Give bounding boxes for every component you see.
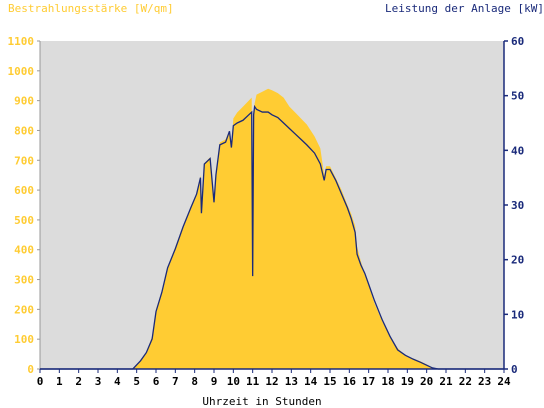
x-tick-label: 22 xyxy=(459,375,472,388)
x-tick-label: 18 xyxy=(381,375,394,388)
x-tick-label: 13 xyxy=(285,375,298,388)
x-tick-label: 23 xyxy=(478,375,491,388)
right-tick-label: 10 xyxy=(511,308,524,321)
x-tick-label: 14 xyxy=(304,375,318,388)
x-tick-label: 0 xyxy=(37,375,44,388)
x-tick-label: 2 xyxy=(75,375,82,388)
x-tick-label: 4 xyxy=(114,375,121,388)
right-tick-label: 60 xyxy=(511,35,524,48)
right-tick-label: 20 xyxy=(511,254,524,267)
irradiance-area xyxy=(40,88,504,370)
left-tick-label: 600 xyxy=(14,184,34,197)
right-tick-label: 40 xyxy=(511,144,524,157)
x-tick-label: 5 xyxy=(133,375,140,388)
left-tick-label: 100 xyxy=(14,333,34,346)
x-tick-label: 20 xyxy=(420,375,433,388)
axes-layer: 0100200300400500600700800900100011000102… xyxy=(8,35,525,388)
x-tick-label: 15 xyxy=(323,375,336,388)
left-tick-label: 0 xyxy=(27,363,34,376)
x-tick-label: 6 xyxy=(153,375,160,388)
left-tick-label: 500 xyxy=(14,214,34,227)
right-tick-label: 30 xyxy=(511,199,524,212)
x-tick-label: 7 xyxy=(172,375,179,388)
x-tick-label: 10 xyxy=(227,375,240,388)
left-tick-label: 200 xyxy=(14,303,34,316)
left-tick-label: 1000 xyxy=(8,65,35,78)
x-tick-label: 21 xyxy=(439,375,453,388)
x-tick-label: 17 xyxy=(362,375,375,388)
x-tick-label: 16 xyxy=(343,375,357,388)
left-axis-title: Bestrahlungsstärke [W/qm] xyxy=(8,2,174,15)
right-tick-label: 0 xyxy=(511,363,518,376)
x-tick-label: 1 xyxy=(56,375,63,388)
left-tick-label: 700 xyxy=(14,154,34,167)
x-tick-label: 19 xyxy=(401,375,414,388)
x-tick-label: 11 xyxy=(246,375,260,388)
left-tick-label: 400 xyxy=(14,244,34,257)
left-tick-label: 800 xyxy=(14,124,34,137)
right-tick-label: 50 xyxy=(511,90,524,103)
x-tick-label: 3 xyxy=(95,375,102,388)
left-tick-label: 300 xyxy=(14,274,34,287)
right-axis-title: Leistung der Anlage [kW] xyxy=(385,2,544,15)
left-tick-label: 1100 xyxy=(8,35,35,48)
series-layer xyxy=(40,88,504,370)
x-tick-label: 24 xyxy=(497,375,511,388)
left-tick-label: 900 xyxy=(14,95,34,108)
x-tick-label: 12 xyxy=(265,375,278,388)
power-line xyxy=(40,104,504,370)
x-tick-label: 8 xyxy=(191,375,198,388)
x-tick-label: 9 xyxy=(211,375,218,388)
x-axis-label: Uhrzeit in Stunden xyxy=(202,395,321,408)
